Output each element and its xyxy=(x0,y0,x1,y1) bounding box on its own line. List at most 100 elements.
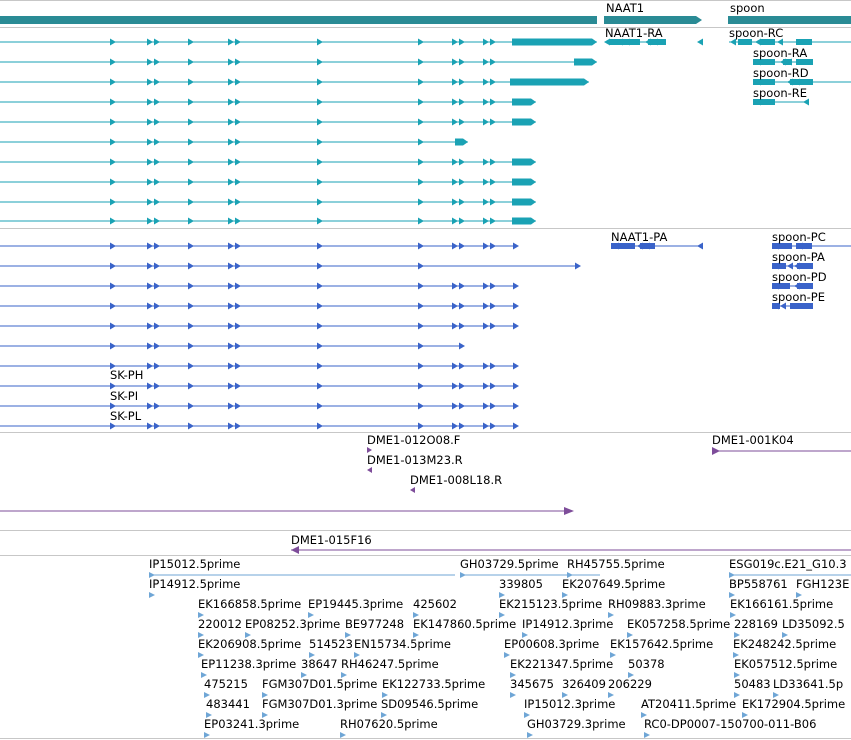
intron-chevron[interactable] xyxy=(637,242,643,250)
est-label[interactable]: 220012 xyxy=(198,617,242,631)
intron-chevron[interactable] xyxy=(490,382,496,390)
intron-chevron[interactable] xyxy=(490,402,496,410)
est-label[interactable]: BP558761 xyxy=(729,577,788,591)
exon-block-tip[interactable] xyxy=(531,158,536,166)
intron-chevron[interactable] xyxy=(483,98,489,106)
intron-chevron[interactable] xyxy=(317,217,323,225)
intron-chevron[interactable] xyxy=(110,78,116,86)
intron-chevron[interactable] xyxy=(452,282,458,290)
intron-chevron[interactable] xyxy=(147,158,153,166)
intron-chevron[interactable] xyxy=(483,78,489,86)
est-arrow[interactable] xyxy=(782,632,788,638)
intron-chevron[interactable] xyxy=(803,98,809,106)
intron-chevron[interactable] xyxy=(452,158,458,166)
intron-chevron[interactable] xyxy=(228,158,234,166)
intron-chevron[interactable] xyxy=(235,58,241,66)
intron-chevron[interactable] xyxy=(490,58,496,66)
intron-chevron[interactable] xyxy=(235,422,241,430)
intron-chevron[interactable] xyxy=(418,362,424,370)
est-label[interactable]: AT20411.5prime xyxy=(641,697,736,711)
est-arrow[interactable] xyxy=(382,692,388,698)
est-arrow[interactable] xyxy=(499,592,505,598)
protein-label[interactable]: SK-PH xyxy=(110,368,143,382)
intron-chevron[interactable] xyxy=(459,322,465,330)
exon-block[interactable] xyxy=(790,79,813,85)
est-label[interactable]: 228169 xyxy=(734,617,778,631)
intron-chevron[interactable] xyxy=(147,402,153,410)
est-arrow[interactable] xyxy=(796,592,802,598)
est-label[interactable]: 206229 xyxy=(608,677,652,691)
intron-chevron[interactable] xyxy=(459,58,465,66)
est-label[interactable]: EK172904.5prime xyxy=(742,697,845,711)
intron-chevron[interactable] xyxy=(697,242,703,250)
intron-chevron[interactable] xyxy=(154,422,160,430)
est-label[interactable]: RH46247.5prime xyxy=(341,657,439,671)
intron-chevron[interactable] xyxy=(697,38,703,46)
est-arrow[interactable] xyxy=(381,712,387,718)
intron-chevron[interactable] xyxy=(418,198,424,206)
intron-chevron[interactable] xyxy=(110,282,116,290)
intron-chevron[interactable] xyxy=(147,262,153,270)
intron-chevron[interactable] xyxy=(147,362,153,370)
intron-chevron[interactable] xyxy=(459,402,465,410)
exon-block[interactable] xyxy=(512,217,531,225)
intron-chevron[interactable] xyxy=(147,198,153,206)
intron-chevron[interactable] xyxy=(228,422,234,430)
protein-label[interactable]: spoon-PD xyxy=(772,270,827,284)
intron-chevron[interactable] xyxy=(110,322,116,330)
intron-chevron[interactable] xyxy=(235,178,241,186)
est-arrow[interactable] xyxy=(610,652,616,658)
intron-chevron[interactable] xyxy=(317,198,323,206)
intron-chevron[interactable] xyxy=(154,178,160,186)
intron-chevron[interactable] xyxy=(317,58,323,66)
est-label[interactable]: EK221347.5prime xyxy=(510,657,613,671)
est-arrow[interactable] xyxy=(204,692,210,698)
intron-chevron[interactable] xyxy=(235,282,241,290)
clone-marker[interactable] xyxy=(367,467,372,473)
est-arrow[interactable] xyxy=(627,632,633,638)
intron-chevron[interactable] xyxy=(110,217,116,225)
intron-chevron[interactable] xyxy=(418,38,424,46)
intron-chevron[interactable] xyxy=(147,58,153,66)
intron-chevron[interactable] xyxy=(513,302,519,310)
intron-chevron[interactable] xyxy=(154,282,160,290)
intron-chevron[interactable] xyxy=(459,242,465,250)
intron-chevron[interactable] xyxy=(235,158,241,166)
intron-chevron[interactable] xyxy=(418,58,424,66)
intron-chevron[interactable] xyxy=(154,262,160,270)
intron-chevron[interactable] xyxy=(490,98,496,106)
intron-chevron[interactable] xyxy=(317,322,323,330)
exon-block[interactable] xyxy=(760,39,775,45)
intron-chevron[interactable] xyxy=(780,302,786,310)
intron-chevron[interactable] xyxy=(452,217,458,225)
intron-chevron[interactable] xyxy=(773,302,779,310)
est-arrow[interactable] xyxy=(773,692,779,698)
intron-chevron[interactable] xyxy=(154,217,160,225)
intron-chevron[interactable] xyxy=(147,118,153,126)
est-arrow[interactable] xyxy=(262,692,268,698)
intron-chevron[interactable] xyxy=(483,198,489,206)
exon-block[interactable] xyxy=(510,78,584,86)
intron-chevron[interactable] xyxy=(110,402,116,410)
intron-chevron[interactable] xyxy=(490,282,496,290)
intron-chevron[interactable] xyxy=(513,282,519,290)
intron-chevron[interactable] xyxy=(755,58,761,66)
intron-chevron[interactable] xyxy=(645,38,651,46)
clone-label[interactable]: DME1-013M23.R xyxy=(367,453,463,467)
intron-chevron[interactable] xyxy=(452,362,458,370)
est-label[interactable]: 483441 xyxy=(206,697,250,711)
est-label[interactable]: 345675 xyxy=(510,677,554,691)
est-arrow[interactable] xyxy=(644,732,650,738)
transcript-label[interactable]: spoon-RA xyxy=(753,46,807,60)
intron-chevron[interactable] xyxy=(235,38,241,46)
est-label[interactable]: RC0-DP0007-150700-011-B06 xyxy=(644,717,816,731)
intron-chevron[interactable] xyxy=(459,98,465,106)
exon-block[interactable] xyxy=(797,283,813,289)
est-label[interactable]: IP15012.3prime xyxy=(524,697,615,711)
intron-chevron[interactable] xyxy=(755,38,761,46)
intron-chevron[interactable] xyxy=(110,242,116,250)
est-label[interactable]: EK207649.5prime xyxy=(562,577,665,591)
gene-span-bar[interactable] xyxy=(0,16,597,24)
exon-block[interactable] xyxy=(772,283,790,289)
intron-chevron[interactable] xyxy=(787,78,793,86)
